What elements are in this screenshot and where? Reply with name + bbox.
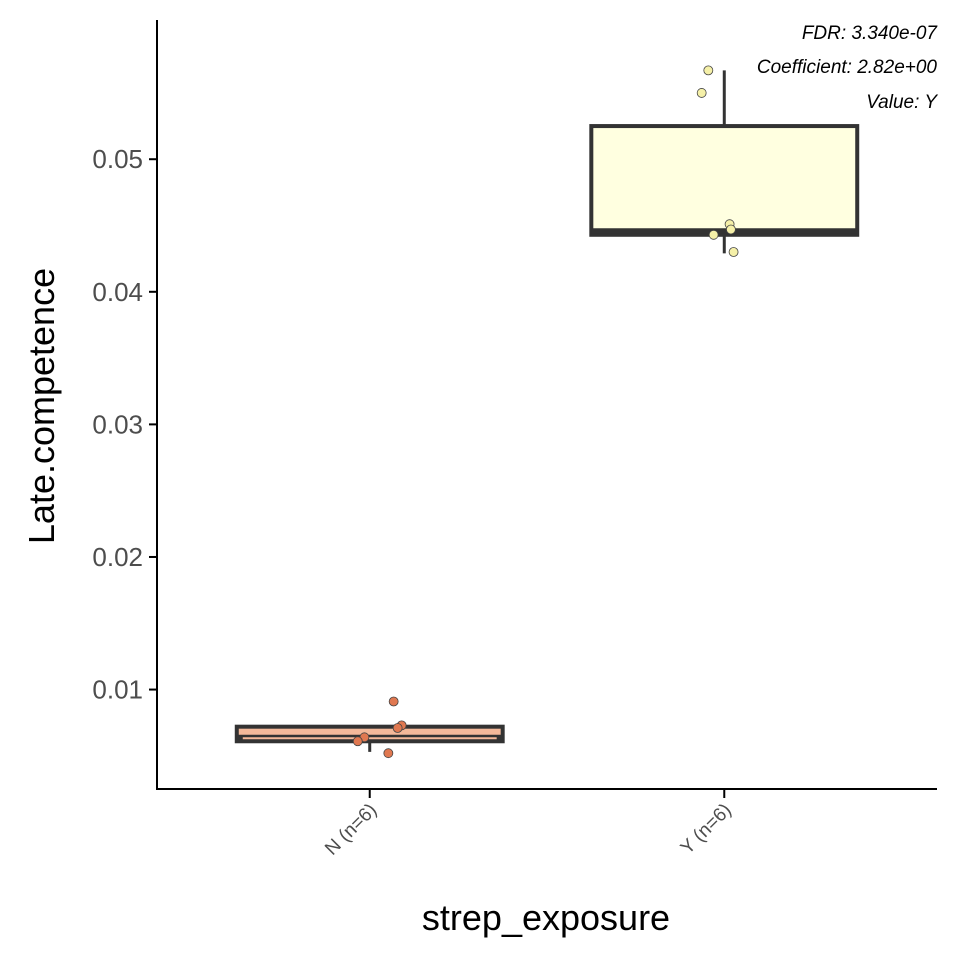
data-point [388, 696, 399, 707]
data-point [352, 736, 363, 747]
x-tick-label: Y (n=6) [677, 800, 736, 859]
y-tick-label: 0.02 [92, 542, 143, 572]
x-axis-title: strep_exposure [422, 897, 670, 938]
y-tick-label: 0.05 [92, 144, 143, 174]
y-tick-label: 0.01 [92, 675, 143, 705]
data-point [696, 88, 707, 98]
data-point [703, 65, 714, 76]
y-axis-ticks: 0.01 0.02 0.03 0.04 0.05 [92, 144, 157, 705]
data-point [708, 229, 719, 240]
y-axis-title: Late.competence [21, 268, 62, 544]
x-tick-label: N (n=6) [321, 800, 381, 860]
box-group [234, 70, 860, 752]
jitter-points [352, 65, 739, 759]
y-tick-label: 0.03 [92, 409, 143, 439]
data-point [728, 247, 739, 257]
y-tick-label: 0.04 [92, 277, 143, 307]
annotation-value: Value: Y [866, 92, 938, 113]
box-y [589, 124, 860, 237]
data-point [726, 224, 736, 235]
x-axis-ticks: N (n=6) Y (n=6) [321, 789, 736, 860]
annotation-coefficient: Coefficient: 2.82e+00 [757, 57, 938, 78]
annotation-group: FDR: 3.340e-07 Coefficient: 2.82e+00 Val… [757, 23, 939, 113]
data-point [392, 723, 403, 733]
data-point [383, 748, 394, 759]
annotation-fdr: FDR: 3.340e-07 [802, 23, 939, 44]
